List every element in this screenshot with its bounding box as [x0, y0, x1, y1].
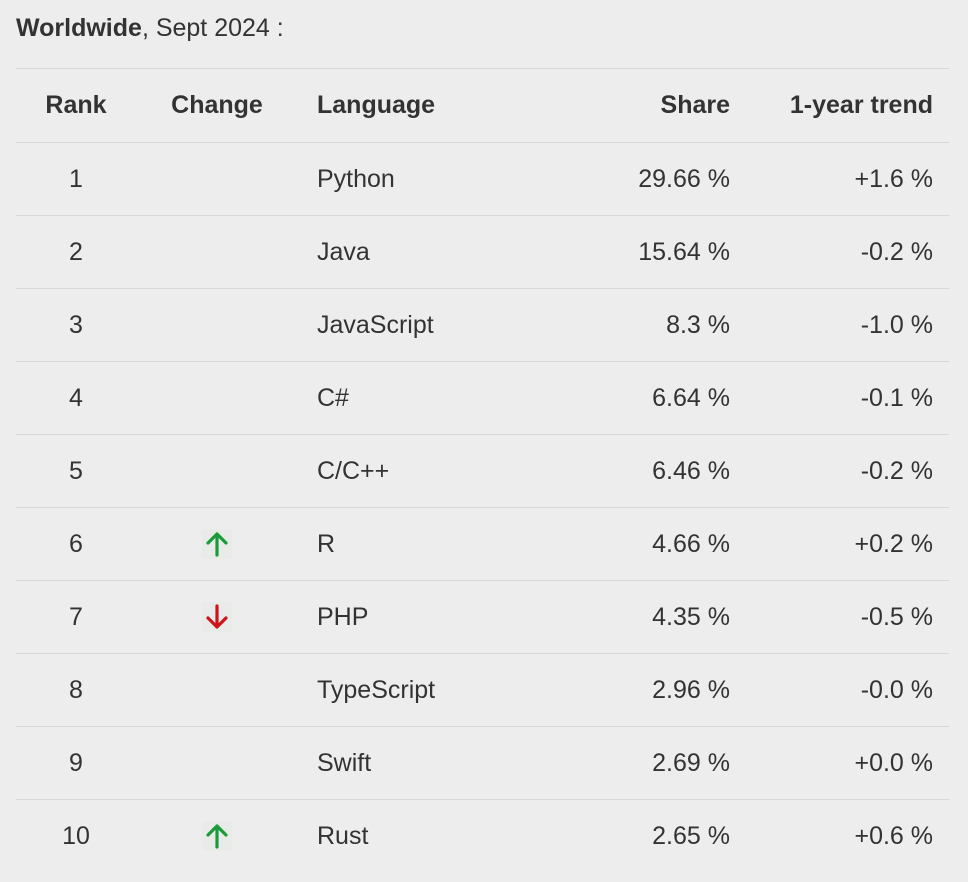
date-label: , Sept 2024 :	[141, 14, 284, 42]
page-title: Worldwide, Sept 2024 :	[16, 13, 284, 43]
trend-cell: +0.0 %	[730, 726, 949, 800]
arrow-up-icon	[202, 821, 232, 852]
rank-cell: 2	[16, 215, 136, 289]
change-cell	[136, 142, 298, 216]
table-row: 10 Rust 2.65 % +0.6 %	[16, 799, 949, 873]
language-cell: R	[298, 507, 530, 581]
rank-cell: 4	[16, 361, 136, 435]
share-cell: 15.64 %	[530, 215, 730, 289]
table-row: 9 Swift 2.69 % +0.0 %	[16, 726, 949, 800]
change-cell	[136, 507, 298, 581]
share-cell: 2.96 %	[530, 653, 730, 727]
table-row: 8 TypeScript 2.96 % -0.0 %	[16, 653, 949, 727]
table-row: 5 C/C++ 6.46 % -0.2 %	[16, 434, 949, 508]
rank-cell: 7	[16, 580, 136, 654]
table-header-row: Rank Change Language Share 1-year trend	[16, 68, 949, 143]
share-cell: 8.3 %	[530, 288, 730, 362]
change-cell	[136, 580, 298, 654]
change-cell	[136, 653, 298, 727]
region-label: Worldwide	[16, 14, 142, 42]
rank-cell: 5	[16, 434, 136, 508]
language-cell: Python	[298, 142, 530, 216]
rank-cell: 1	[16, 142, 136, 216]
language-cell: C/C++	[298, 434, 530, 508]
arrow-up-icon	[202, 529, 232, 560]
arrow-down-icon	[202, 602, 232, 633]
share-cell: 2.69 %	[530, 726, 730, 800]
language-cell: Java	[298, 215, 530, 289]
trend-cell: -0.1 %	[730, 361, 949, 435]
share-column-header[interactable]: Share	[530, 68, 730, 143]
table-row: 4 C# 6.64 % -0.1 %	[16, 361, 949, 435]
trend-cell: -0.2 %	[730, 215, 949, 289]
change-cell	[136, 288, 298, 362]
share-cell: 29.66 %	[530, 142, 730, 216]
share-cell: 4.66 %	[530, 507, 730, 581]
trend-cell: -0.5 %	[730, 580, 949, 654]
language-cell: PHP	[298, 580, 530, 654]
rank-cell: 8	[16, 653, 136, 727]
change-cell	[136, 434, 298, 508]
language-cell: JavaScript	[298, 288, 530, 362]
rank-cell: 6	[16, 507, 136, 581]
trend-column-header[interactable]: 1-year trend	[730, 68, 949, 143]
trend-cell: -0.2 %	[730, 434, 949, 508]
change-cell	[136, 215, 298, 289]
table-row: 2 Java 15.64 % -0.2 %	[16, 215, 949, 289]
table-row: 6 R 4.66 % +0.2 %	[16, 507, 949, 581]
language-cell: Rust	[298, 799, 530, 873]
language-column-header[interactable]: Language	[298, 68, 530, 143]
rank-cell: 9	[16, 726, 136, 800]
change-cell	[136, 799, 298, 873]
change-column-header[interactable]: Change	[136, 68, 298, 143]
language-cell: TypeScript	[298, 653, 530, 727]
table-row: 7 PHP 4.35 % -0.5 %	[16, 580, 949, 654]
table-row: 1 Python 29.66 % +1.6 %	[16, 142, 949, 216]
rank-cell: 3	[16, 288, 136, 362]
rank-cell: 10	[16, 799, 136, 873]
share-cell: 2.65 %	[530, 799, 730, 873]
share-cell: 6.46 %	[530, 434, 730, 508]
table-row: 3 JavaScript 8.3 % -1.0 %	[16, 288, 949, 362]
language-cell: Swift	[298, 726, 530, 800]
trend-cell: +0.2 %	[730, 507, 949, 581]
trend-cell: -1.0 %	[730, 288, 949, 362]
trend-cell: +1.6 %	[730, 142, 949, 216]
share-cell: 4.35 %	[530, 580, 730, 654]
language-cell: C#	[298, 361, 530, 435]
trend-cell: -0.0 %	[730, 653, 949, 727]
share-cell: 6.64 %	[530, 361, 730, 435]
table-body: 1 Python 29.66 % +1.6 % 2 Java 15.64 % -0.2 % 3 J…	[16, 142, 949, 873]
language-ranking-table: Rank Change Language Share 1-year trend …	[16, 68, 949, 873]
rank-column-header[interactable]: Rank	[16, 68, 136, 143]
change-cell	[136, 726, 298, 800]
change-cell	[136, 361, 298, 435]
trend-cell: +0.6 %	[730, 799, 949, 873]
